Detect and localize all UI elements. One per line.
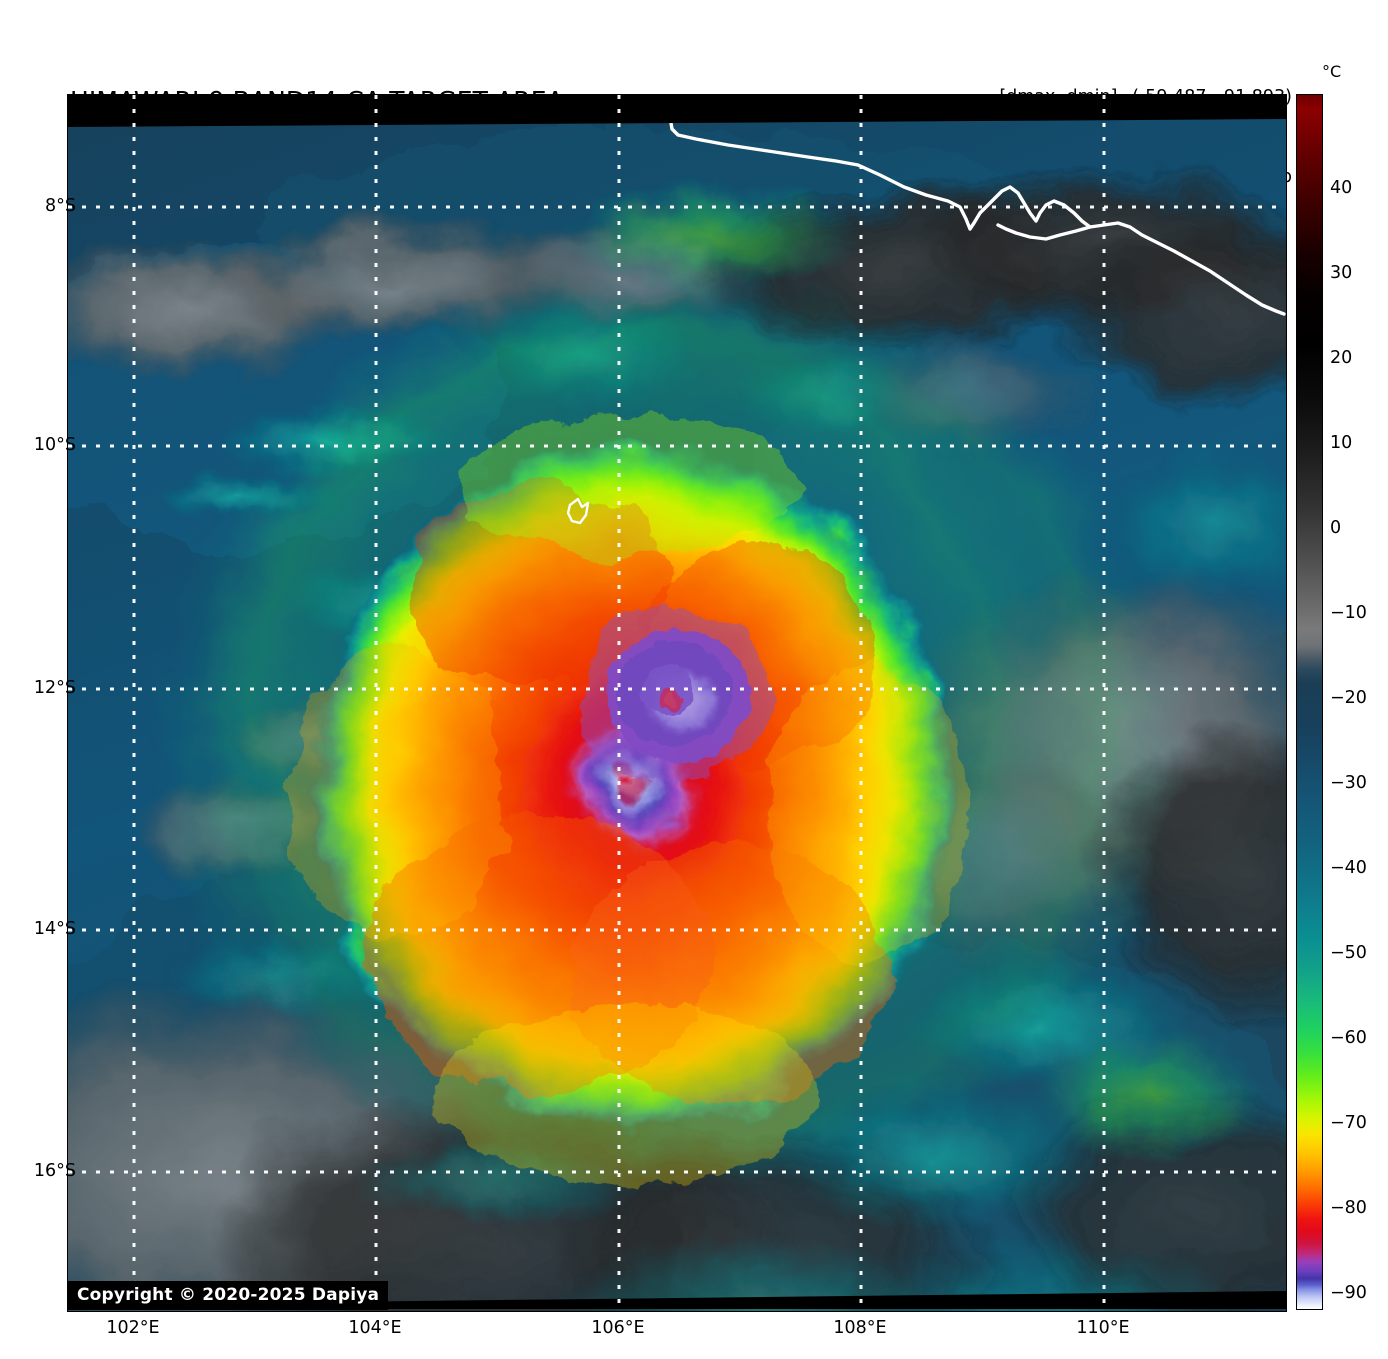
colorbar-tick-label: −10 <box>1330 603 1367 623</box>
y-tick-label: 10°S <box>33 435 76 455</box>
colorbar-unit-label: °C <box>1322 62 1342 81</box>
java-coastline <box>668 95 1286 316</box>
colorbar-tick-label: −80 <box>1330 1198 1367 1218</box>
colorbar-tick-label: −50 <box>1330 943 1367 963</box>
y-tick-label: 14°S <box>33 919 76 939</box>
colorbar-tick-label: −90 <box>1330 1283 1367 1303</box>
x-tick-label: 106°E <box>591 1318 645 1338</box>
colorbar-gradient <box>1296 94 1323 1310</box>
christmas-island-outline <box>566 497 590 525</box>
colorbar-tick-label: −70 <box>1330 1113 1367 1133</box>
colorbar-tick-label: −60 <box>1330 1028 1367 1048</box>
x-tick-label: 104°E <box>348 1318 402 1338</box>
colorbar-tick-label: −20 <box>1330 688 1367 708</box>
colorbar-tick-label: 10 <box>1330 433 1353 453</box>
y-tick-label: 16°S <box>33 1161 76 1181</box>
copyright-watermark: Copyright © 2020-2025 Dapiya <box>68 1281 389 1310</box>
colorbar-tick-label: −40 <box>1330 858 1367 878</box>
y-tick-label: 8°S <box>45 196 76 216</box>
ir-raster-layer <box>68 95 1286 1311</box>
satellite-image-plot[interactable] <box>67 94 1287 1312</box>
colorbar[interactable]: 40 30 20 10 0 −10 −20 −30 −40 −50 −60 −7… <box>1296 94 1367 1310</box>
colorbar-tick-label: 40 <box>1330 178 1353 198</box>
no-data-band <box>68 95 1286 127</box>
colorbar-tick-label: 20 <box>1330 348 1353 368</box>
y-tick-label: 12°S <box>33 678 76 698</box>
colorbar-tick-label: −30 <box>1330 773 1367 793</box>
eye-outer-purple-halo <box>580 607 772 783</box>
x-tick-label: 102°E <box>106 1318 160 1338</box>
colorbar-tick-label: 30 <box>1330 263 1353 283</box>
colorbar-tick-label: 0 <box>1330 518 1342 538</box>
x-tick-label: 108°E <box>833 1318 887 1338</box>
x-tick-label: 110°E <box>1076 1318 1130 1338</box>
